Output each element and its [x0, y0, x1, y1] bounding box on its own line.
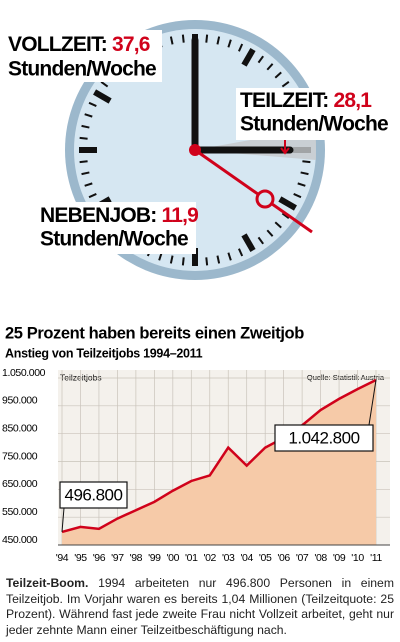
clock-tick — [257, 236, 264, 245]
chart-title: 25 Prozent haben bereits einen Zweitjob — [5, 324, 304, 342]
x-tick-label: '98 — [130, 552, 143, 564]
x-tick-label: '99 — [148, 552, 161, 564]
clock-tick — [216, 36, 221, 45]
clock-tick — [216, 255, 221, 264]
value-label: 1.042.800 — [288, 428, 359, 447]
clock-tick — [181, 257, 185, 266]
clock-tick — [88, 101, 97, 107]
clock-tick — [300, 171, 309, 176]
annotation-leader — [368, 379, 377, 426]
plot: 450.000 550.000 650.000 750.000 850.000 950.0… — [2, 367, 390, 564]
clock-tick — [100, 81, 109, 88]
x-tick-label: '97 — [111, 552, 124, 564]
clock-tick — [302, 160, 311, 164]
y-tick-label: 1.050.000 — [2, 367, 46, 379]
line — [61, 378, 377, 534]
clock-tick — [81, 171, 90, 176]
clock-tick — [274, 221, 282, 229]
label-value: 11,9 — [162, 204, 199, 227]
clock-tick — [257, 55, 264, 64]
x-tick-label: '04 — [240, 552, 253, 564]
x-tick-label: '03 — [222, 552, 235, 564]
label-unit: Stunden/Woche — [240, 113, 388, 136]
clock-label: NEBENJOB: 11,9 — [40, 204, 198, 227]
label-value: 28,1 — [334, 89, 373, 112]
second-hand-ring — [255, 189, 275, 209]
y-tick-label: 650.000 — [2, 478, 38, 490]
x-tick-label: '00 — [167, 552, 180, 564]
x-tick-label: '95 — [74, 552, 87, 564]
clock-tick — [84, 113, 93, 118]
chart-subtitle: Anstieg von Teilzeitjobs 1994–2011 — [5, 346, 203, 360]
label-name: NEBENJOB: — [40, 204, 156, 227]
x-tick-label: '08 — [314, 552, 327, 564]
clock-tick — [93, 89, 112, 104]
x-tick-label: '05 — [259, 552, 272, 564]
clock-tick — [293, 193, 302, 199]
annotation-box — [59, 481, 128, 509]
source: Quelle: Statistik Austria — [307, 373, 385, 382]
x-tick-label: '09 — [333, 552, 346, 564]
clock-tick — [241, 48, 256, 67]
caption: Teilzeit-Boom. 1994 arbeiteten nur 496.8… — [6, 576, 394, 638]
infographic: VOLLZEIT: 37,6 Stunden/Woche TEILZEIT: 2… — [2, 20, 396, 564]
annotation-leader — [61, 507, 65, 533]
clock-tick — [278, 196, 297, 211]
clock-tick — [266, 63, 274, 71]
x-tick-label: '07 — [296, 552, 309, 564]
clock-tick — [266, 229, 274, 237]
label-name: TEILZEIT: — [240, 89, 328, 112]
label-value: 37,6 — [112, 33, 150, 56]
clock-tick — [169, 255, 174, 264]
clock-tick — [281, 212, 290, 219]
x-tick-label: '96 — [93, 552, 106, 564]
clock-tick — [238, 43, 244, 52]
clock-tick — [84, 182, 93, 187]
label-unit: Stunden/Woche — [8, 58, 156, 81]
clock-tick — [169, 36, 174, 45]
clock-tick — [205, 257, 209, 266]
clock-tick — [281, 81, 290, 88]
y-tick-label: 750.000 — [2, 450, 38, 462]
caption-text: 1994 arbeiteten nur 496.800 Personen in … — [6, 576, 394, 637]
label-unit: Stunden/Woche — [40, 228, 188, 251]
arrow — [280, 140, 290, 155]
x-tick-label: '01 — [185, 552, 198, 564]
y-tick-label: 950.000 — [2, 395, 38, 407]
y-tick-label: 450.000 — [2, 534, 38, 546]
clock-tick — [238, 248, 244, 257]
clock-tick — [227, 252, 232, 261]
label-box — [4, 30, 162, 82]
x-tick-label: '10 — [351, 552, 364, 564]
clock-tick — [274, 71, 282, 79]
y-tick-label: 550.000 — [2, 506, 38, 518]
clock-label: TEILZEIT: 28,1 — [240, 89, 372, 112]
clock-tick — [79, 136, 88, 140]
label-name: VOLLZEIT: — [8, 33, 107, 56]
x-tick-label: '06 — [277, 552, 290, 564]
clock-tick — [81, 124, 90, 129]
caption-lead: Teilzeit-Boom. — [6, 576, 89, 590]
clock-tick — [297, 182, 306, 187]
label-box — [236, 88, 396, 140]
label-box — [36, 202, 196, 254]
clock-tick — [181, 34, 185, 43]
x-tick-label: '02 — [204, 552, 217, 564]
clock-tick — [88, 193, 97, 199]
y-tick-label: 850.000 — [2, 422, 38, 434]
x-tick-label: '94 — [56, 552, 69, 564]
clock-tick — [241, 233, 256, 252]
annotation-box — [274, 424, 374, 452]
x-tick-label: '11 — [370, 552, 382, 564]
clock-tick — [227, 39, 232, 48]
value-label: 496.800 — [65, 485, 123, 504]
second-hand — [194, 148, 313, 234]
clock-tick — [205, 34, 209, 43]
clock-center — [189, 144, 201, 156]
clock-tick — [79, 160, 88, 164]
clock-label: VOLLZEIT: 37,6 — [8, 33, 150, 56]
